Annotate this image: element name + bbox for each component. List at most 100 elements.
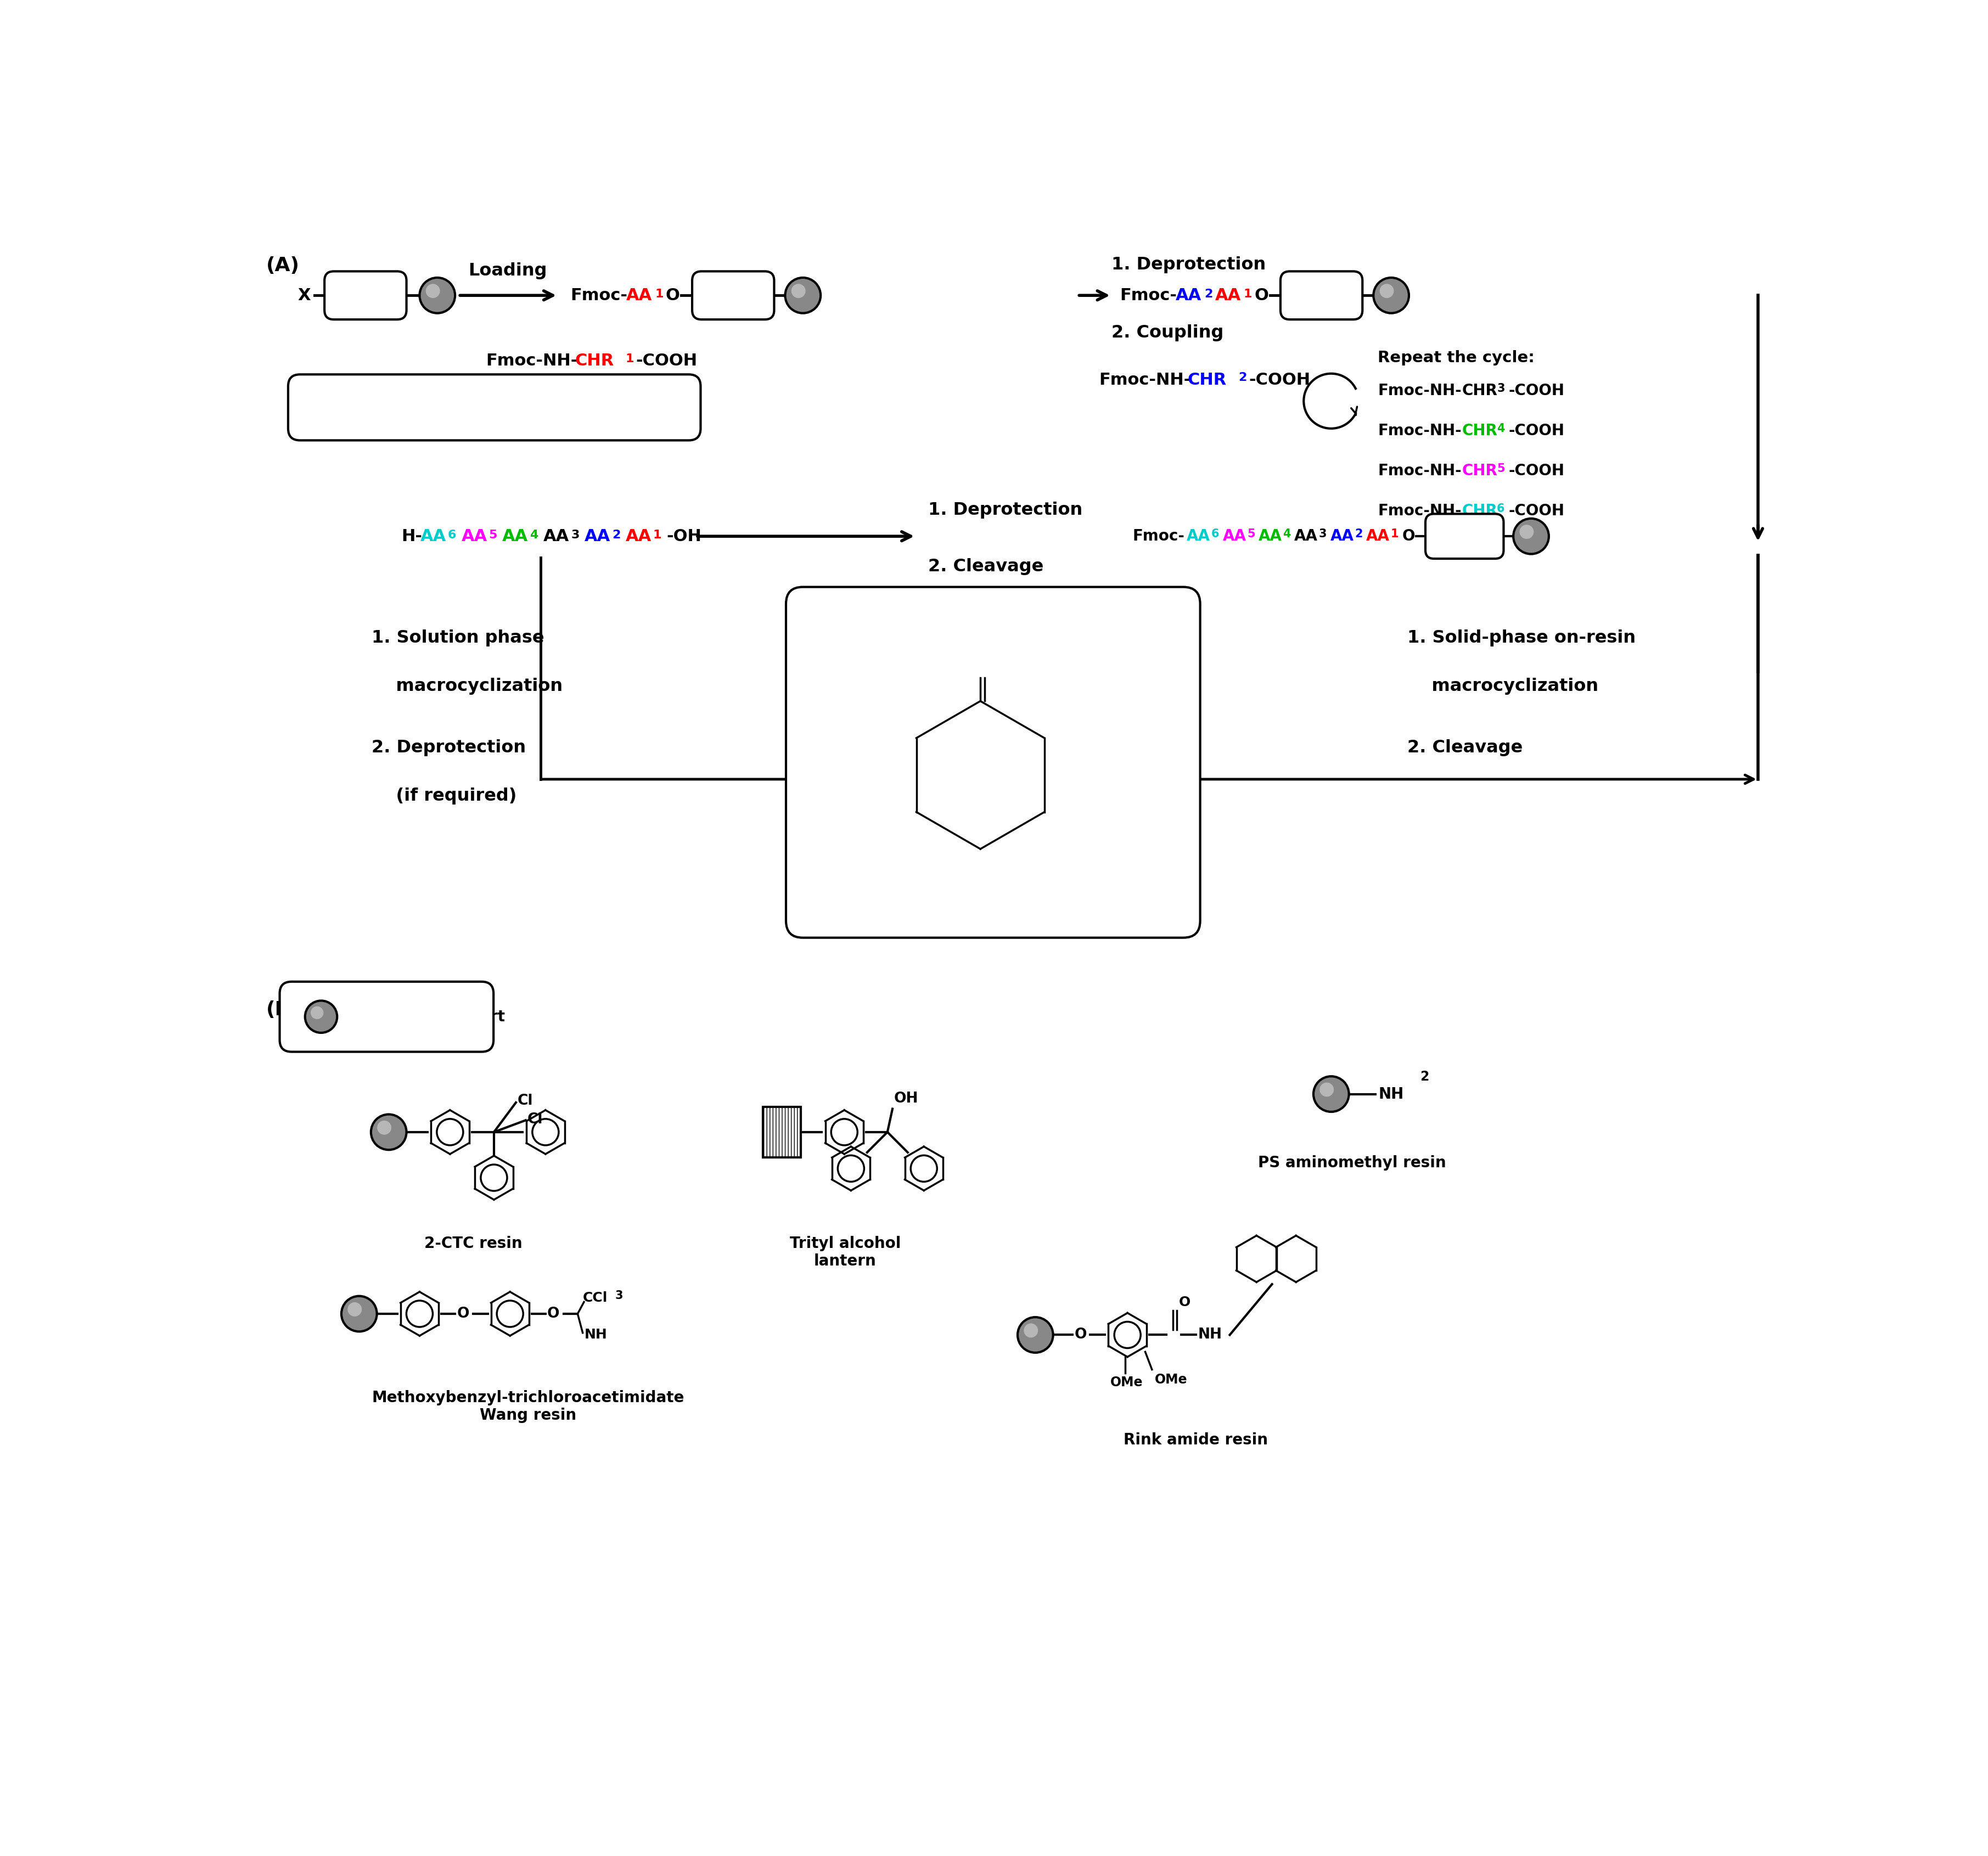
Text: linker: linker	[708, 288, 757, 303]
Text: HN: HN	[1016, 707, 1042, 722]
Text: Fmoc-NH-: Fmoc-NH-	[1378, 423, 1461, 438]
Ellipse shape	[342, 1295, 378, 1331]
Text: 2-CTC resin: 2-CTC resin	[423, 1236, 523, 1251]
Text: 2. Cleavage: 2. Cleavage	[1408, 739, 1523, 755]
Text: -COOH: -COOH	[1248, 371, 1310, 388]
Text: Fmoc-NH-: Fmoc-NH-	[485, 353, 579, 369]
Text: -COOH: -COOH	[636, 353, 698, 369]
Text: linker: linker	[340, 288, 390, 303]
Text: macrocyclization: macrocyclization	[1408, 677, 1598, 694]
Text: 1. Deprotection: 1. Deprotection	[1111, 256, 1266, 273]
Text: Fmoc-: Fmoc-	[571, 288, 628, 303]
Text: macrocyclization: macrocyclization	[372, 677, 563, 694]
Text: N: N	[924, 707, 936, 722]
Text: NH: NH	[1199, 1327, 1223, 1342]
Text: 3: 3	[1024, 677, 1032, 689]
Text: H-: H-	[402, 529, 421, 544]
Text: AA: AA	[1258, 529, 1282, 544]
Text: 4: 4	[531, 529, 539, 540]
Text: (B): (B)	[266, 1000, 300, 1019]
Text: 3: 3	[614, 1290, 622, 1301]
Text: Fmoc-NH-: Fmoc-NH-	[1378, 503, 1461, 518]
Ellipse shape	[304, 1000, 338, 1032]
Ellipse shape	[1314, 1076, 1350, 1112]
Text: H: H	[938, 707, 950, 722]
Text: AA: AA	[1294, 529, 1318, 544]
Text: 1: 1	[1244, 290, 1252, 299]
Text: CHR: CHR	[1463, 382, 1497, 399]
Text: O: O	[1254, 288, 1268, 303]
Text: 2: 2	[1205, 290, 1213, 299]
Text: R: R	[845, 724, 855, 737]
Text: HN: HN	[1054, 728, 1077, 741]
Text: AA: AA	[503, 529, 529, 544]
Text: AA: AA	[1366, 529, 1390, 544]
Text: 5: 5	[1246, 529, 1254, 540]
Text: 2. Cleavage: 2. Cleavage	[928, 559, 1044, 575]
Text: AA: AA	[1223, 529, 1246, 544]
Text: OMe: OMe	[1155, 1373, 1187, 1386]
Text: linker: linker	[1443, 529, 1487, 542]
FancyBboxPatch shape	[1280, 271, 1362, 319]
Ellipse shape	[1519, 525, 1533, 538]
Text: Loading: Loading	[469, 262, 547, 280]
Text: CCl: CCl	[582, 1292, 608, 1305]
Text: 1: 1	[652, 529, 662, 540]
Ellipse shape	[1513, 518, 1549, 553]
Text: Methoxybenzyl-trichloroacetimidate
Wang resin: Methoxybenzyl-trichloroacetimidate Wang …	[372, 1390, 684, 1424]
Ellipse shape	[425, 284, 439, 299]
Text: PS aminomethyl resin: PS aminomethyl resin	[1258, 1154, 1447, 1171]
Text: 4: 4	[1497, 423, 1505, 434]
Text: X: X	[298, 288, 310, 303]
Text: C=O: C=O	[1052, 767, 1083, 780]
Ellipse shape	[791, 284, 805, 299]
Text: HN: HN	[1052, 798, 1076, 813]
Text: NH: NH	[1378, 1086, 1404, 1102]
FancyBboxPatch shape	[288, 375, 700, 440]
Ellipse shape	[378, 1121, 392, 1134]
FancyBboxPatch shape	[785, 586, 1201, 937]
Text: 2: 2	[612, 529, 620, 540]
Text: 1: 1	[626, 353, 634, 364]
Ellipse shape	[419, 278, 455, 314]
Text: CHR: CHR	[1463, 503, 1497, 518]
Text: 1. Deprotection: 1. Deprotection	[928, 501, 1083, 518]
Text: Cyclohexapeptide: Cyclohexapeptide	[909, 895, 1077, 909]
FancyBboxPatch shape	[280, 982, 493, 1052]
Text: R: R	[1006, 679, 1018, 694]
Text: 1: 1	[1091, 807, 1099, 818]
Text: O: O	[1052, 822, 1064, 835]
Text: 5: 5	[1497, 464, 1505, 473]
Ellipse shape	[1374, 278, 1409, 314]
Bar	[763, 1106, 801, 1158]
Text: (A): (A)	[266, 256, 300, 275]
Text: 6: 6	[952, 843, 960, 854]
Text: 6: 6	[1497, 503, 1505, 514]
Text: AA: AA	[543, 529, 569, 544]
Text: 4: 4	[863, 722, 871, 733]
Text: R: R	[873, 824, 883, 839]
Text: Fmoc-: Fmoc-	[1133, 529, 1185, 544]
Text: -COOH: -COOH	[1509, 382, 1565, 399]
Ellipse shape	[785, 278, 821, 314]
Ellipse shape	[1018, 1318, 1054, 1353]
Text: NH: NH	[972, 844, 996, 857]
Text: 1. Solid-phase on-resin: 1. Solid-phase on-resin	[1408, 629, 1636, 646]
Text: AA: AA	[1187, 529, 1211, 544]
Text: 3: 3	[1318, 529, 1326, 540]
Text: Fmoc-NH-: Fmoc-NH-	[1099, 371, 1191, 388]
Text: AA: AA	[626, 529, 652, 544]
Text: 1. Solution phase: 1. Solution phase	[372, 629, 545, 646]
Text: -COOH: -COOH	[1509, 423, 1565, 438]
FancyBboxPatch shape	[1425, 514, 1503, 559]
Text: O: O	[457, 1307, 469, 1321]
Text: AA: AA	[584, 529, 610, 544]
Text: Rink amide resin: Rink amide resin	[1123, 1433, 1268, 1448]
Text: AA: AA	[419, 529, 447, 544]
Text: = polymer support: = polymer support	[344, 1010, 505, 1025]
Text: Repeat the cycle:: Repeat the cycle:	[1378, 351, 1535, 366]
Text: AA: AA	[1175, 288, 1201, 303]
Text: O: O	[891, 768, 903, 781]
Ellipse shape	[1380, 284, 1394, 299]
Text: AA: AA	[1330, 529, 1354, 544]
